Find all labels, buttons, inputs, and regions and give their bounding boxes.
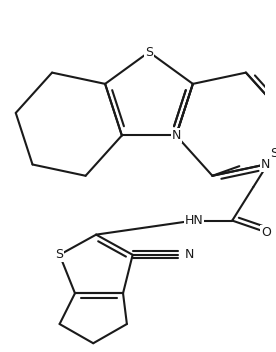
Text: S: S — [270, 147, 276, 160]
Text: O: O — [261, 226, 271, 239]
Text: N: N — [171, 129, 181, 142]
Text: N: N — [185, 248, 194, 261]
Text: HN: HN — [184, 214, 203, 227]
Text: N: N — [261, 158, 270, 171]
Text: S: S — [145, 45, 153, 58]
Text: S: S — [55, 248, 63, 261]
